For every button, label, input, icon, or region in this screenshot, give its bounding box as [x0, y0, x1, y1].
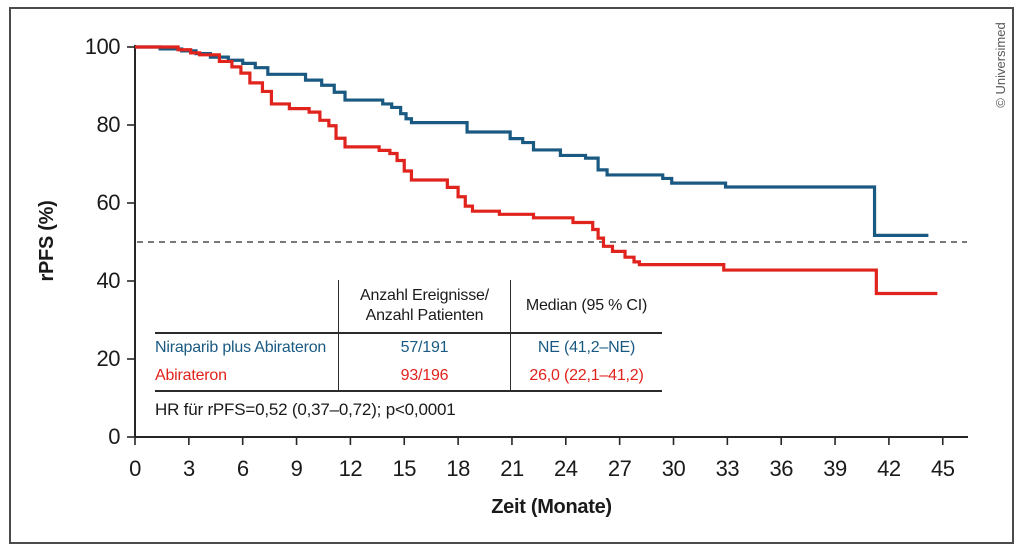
x-tick-label: 36	[769, 456, 793, 481]
table-row-niraparib: Niraparib plus Abirateron 57/191 NE (41,…	[155, 334, 662, 362]
y-axis-title: rPFS (%)	[36, 200, 58, 282]
x-axis-title: Zeit (Monate)	[491, 496, 612, 518]
x-tick-label: 15	[393, 456, 417, 481]
table-row-abirateron: Abirateron 93/196 26,0 (22,1–41,2)	[155, 362, 662, 390]
x-tick-label: 45	[931, 456, 955, 481]
x-tick-label: 21	[500, 456, 524, 481]
arm-label: Niraparib plus Abirateron	[155, 339, 327, 356]
y-tick-label: 100	[85, 34, 120, 59]
km-curve-abirateron	[135, 45, 938, 296]
y-tick-label: 20	[97, 346, 121, 371]
col-events-header: Anzahl Ereignisse/ Anzahl Patienten	[338, 280, 510, 332]
col-median-header: Median (95 % CI)	[510, 280, 662, 332]
events-value: 57/191	[338, 334, 510, 362]
median-value: 26,0 (22,1–41,2)	[510, 362, 662, 390]
events-value: 93/196	[338, 362, 510, 390]
x-tick-label: 42	[877, 456, 901, 481]
x-tick-label: 0	[129, 456, 141, 481]
x-tick-label: 27	[608, 456, 632, 481]
hr-footnote: HR für rPFS=0,52 (0,37–0,72); p<0,0001	[155, 400, 456, 419]
y-tick-label: 0	[108, 424, 120, 449]
stats-table: Anzahl Ereignisse/ Anzahl Patienten Medi…	[155, 280, 662, 392]
x-tick-label: 30	[662, 456, 686, 481]
x-tick-label: 18	[446, 456, 470, 481]
x-tick-label: 12	[339, 456, 363, 481]
figure-border	[9, 7, 1014, 544]
median-value: NE (41,2–NE)	[510, 334, 662, 362]
stats-table-body: Niraparib plus Abirateron 57/191 NE (41,…	[155, 334, 662, 392]
stats-table-header: Anzahl Ereignisse/ Anzahl Patienten Medi…	[155, 280, 662, 334]
y-tick-label: 40	[97, 268, 121, 293]
header-spacer	[155, 280, 338, 332]
y-tick-label: 80	[97, 112, 121, 137]
x-tick-label: 3	[183, 456, 195, 481]
x-tick-label: 39	[823, 456, 847, 481]
x-tick-label: 6	[237, 456, 249, 481]
x-tick-label: 33	[716, 456, 740, 481]
x-tick-label: 9	[291, 456, 303, 481]
km-curve-niraparib-plus-abirateron	[135, 45, 929, 237]
y-tick-label: 60	[97, 190, 121, 215]
arm-label: Abirateron	[155, 367, 227, 384]
x-tick-label: 24	[554, 456, 578, 481]
copyright-credit: © Universimed	[993, 22, 1008, 108]
